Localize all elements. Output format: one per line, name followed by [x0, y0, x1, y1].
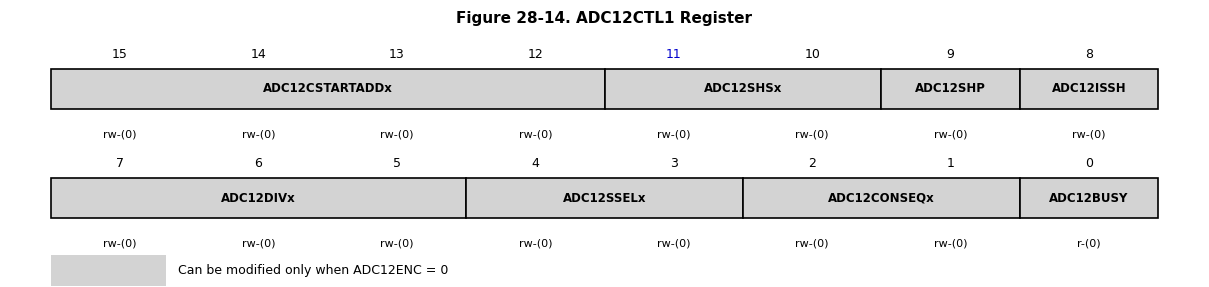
Text: rw-(0): rw-(0)	[656, 239, 690, 249]
Bar	[51, 178, 467, 218]
Text: 8: 8	[1084, 48, 1093, 61]
Text: ADC12SHP: ADC12SHP	[915, 82, 987, 96]
Bar	[1020, 178, 1158, 218]
Text: rw-(0): rw-(0)	[519, 130, 553, 140]
Text: 4: 4	[531, 157, 539, 170]
Bar	[881, 69, 1020, 109]
Text: rw-(0): rw-(0)	[656, 130, 690, 140]
Text: rw-(0): rw-(0)	[103, 239, 137, 249]
Text: 15: 15	[112, 48, 128, 61]
Text: 6: 6	[254, 157, 262, 170]
Text: ADC12SSELx: ADC12SSELx	[562, 191, 647, 205]
Text: 2: 2	[808, 157, 816, 170]
Text: ADC12DIVx: ADC12DIVx	[221, 191, 296, 205]
Text: 9: 9	[947, 48, 955, 61]
Text: rw-(0): rw-(0)	[519, 239, 553, 249]
Text: 13: 13	[389, 48, 405, 61]
Text: ADC12BUSY: ADC12BUSY	[1049, 191, 1129, 205]
Text: 1: 1	[947, 157, 955, 170]
Text: rw-(0): rw-(0)	[1072, 130, 1106, 140]
Text: 0: 0	[1084, 157, 1093, 170]
Bar	[1020, 69, 1158, 109]
Bar	[604, 69, 881, 109]
Text: r-(0): r-(0)	[1077, 239, 1101, 249]
Text: Figure 28-14. ADC12CTL1 Register: Figure 28-14. ADC12CTL1 Register	[457, 11, 752, 26]
Text: 11: 11	[666, 48, 682, 61]
Text: rw-(0): rw-(0)	[796, 239, 829, 249]
Text: 14: 14	[250, 48, 266, 61]
Bar	[467, 178, 742, 218]
Text: 12: 12	[527, 48, 543, 61]
Text: 5: 5	[393, 157, 401, 170]
Text: ADC12CSTARTADDx: ADC12CSTARTADDx	[262, 82, 393, 96]
Text: ADC12ISSH: ADC12ISSH	[1052, 82, 1127, 96]
Text: rw-(0): rw-(0)	[242, 239, 276, 249]
Text: rw-(0): rw-(0)	[796, 130, 829, 140]
Text: ADC12CONSEQx: ADC12CONSEQx	[828, 191, 935, 205]
Text: rw-(0): rw-(0)	[933, 239, 967, 249]
Text: rw-(0): rw-(0)	[380, 130, 413, 140]
Text: 10: 10	[804, 48, 820, 61]
Text: rw-(0): rw-(0)	[242, 130, 276, 140]
Bar	[51, 255, 166, 286]
Bar	[742, 178, 1019, 218]
Text: rw-(0): rw-(0)	[933, 130, 967, 140]
Bar	[51, 69, 604, 109]
Text: 3: 3	[670, 157, 678, 170]
Text: 7: 7	[116, 157, 125, 170]
Text: Can be modified only when ADC12ENC = 0: Can be modified only when ADC12ENC = 0	[178, 264, 449, 277]
Text: rw-(0): rw-(0)	[103, 130, 137, 140]
Text: ADC12SHSx: ADC12SHSx	[704, 82, 782, 96]
Text: rw-(0): rw-(0)	[380, 239, 413, 249]
